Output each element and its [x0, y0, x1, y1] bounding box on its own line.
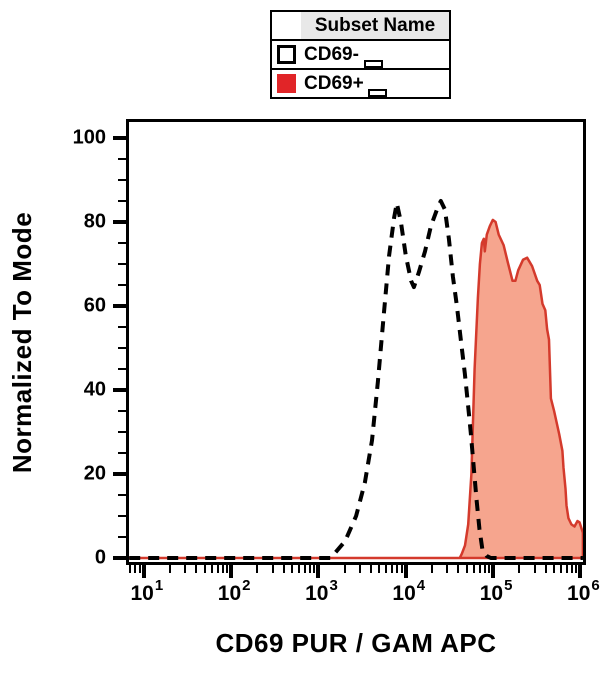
x-minor-tick — [472, 565, 475, 573]
y-minor-tick — [118, 179, 126, 181]
x-minor-tick — [385, 565, 388, 573]
x-tick-label: 105 — [479, 577, 513, 605]
cd69-neg-swatch-icon — [277, 45, 296, 64]
y-minor-tick — [118, 347, 126, 349]
x-minor-tick — [396, 565, 399, 573]
x-major-tick — [403, 565, 408, 578]
legend-row-cd69-pos: CD69+ — [272, 68, 449, 97]
y-minor-tick — [118, 515, 126, 517]
x-minor-tick — [169, 565, 172, 573]
x-minor-tick — [303, 565, 306, 573]
legend: Subset Name CD69- CD69+ — [270, 10, 451, 99]
y-major-tick — [113, 556, 126, 560]
x-minor-tick — [298, 565, 301, 573]
x-minor-tick — [129, 565, 132, 573]
cd69-pos-swatch-icon — [277, 74, 296, 93]
legend-header: Subset Name — [272, 12, 449, 39]
x-tick-label: 102 — [217, 577, 251, 605]
x-minor-tick — [370, 565, 373, 573]
y-minor-tick — [118, 494, 126, 496]
x-tick-label: 104 — [392, 577, 426, 605]
legend-header-cell: Subset Name — [301, 12, 449, 39]
legend-label-cd69-neg: CD69- — [304, 43, 359, 65]
x-minor-tick — [226, 565, 229, 573]
x-tick-label: 103 — [305, 577, 338, 605]
y-minor-tick — [118, 536, 126, 538]
x-minor-tick — [465, 565, 468, 573]
x-minor-tick — [313, 565, 316, 573]
y-major-tick — [113, 304, 126, 308]
y-major-tick — [113, 136, 126, 140]
x-minor-tick — [544, 565, 547, 573]
x-minor-tick — [518, 565, 521, 573]
x-minor-tick — [221, 565, 224, 573]
x-major-tick — [229, 565, 234, 578]
x-minor-tick — [483, 565, 486, 573]
x-major-tick — [578, 565, 583, 578]
x-minor-tick — [560, 565, 562, 573]
x-minor-tick — [565, 565, 568, 573]
x-minor-tick — [533, 565, 536, 573]
x-minor-tick — [195, 565, 198, 573]
legend-divider-handle-icon — [368, 89, 387, 97]
y-major-tick — [113, 472, 126, 476]
y-minor-tick — [118, 284, 126, 286]
legend-swatch-column-header — [272, 12, 301, 39]
x-minor-tick — [488, 565, 491, 573]
x-minor-tick — [553, 565, 556, 573]
y-minor-tick — [118, 368, 126, 370]
x-major-tick — [141, 565, 146, 578]
plot-frame — [126, 119, 586, 565]
y-major-tick — [113, 220, 126, 224]
y-minor-tick — [118, 158, 126, 160]
x-major-tick — [316, 565, 321, 578]
x-minor-tick — [570, 565, 573, 573]
x-minor-tick — [184, 565, 187, 573]
legend-divider-handle-icon — [364, 60, 383, 68]
x-minor-tick — [478, 565, 481, 573]
x-minor-tick — [210, 565, 213, 573]
y-minor-tick — [118, 326, 126, 328]
legend-label-cd69-pos: CD69+ — [304, 72, 364, 94]
x-minor-tick — [359, 565, 362, 573]
legend-row-cd69-neg: CD69- — [272, 39, 449, 68]
y-major-tick — [113, 388, 126, 392]
x-minor-tick — [256, 565, 259, 573]
x-minor-tick — [138, 565, 141, 573]
x-tick-label: 101 — [130, 577, 164, 605]
cd69-pos-filled-curve — [129, 218, 583, 560]
y-axis-title: Normalized To Mode — [7, 211, 38, 473]
x-tick-label: 106 — [567, 577, 600, 605]
x-minor-tick — [575, 565, 578, 573]
x-minor-tick — [343, 565, 346, 573]
x-major-tick — [491, 565, 496, 578]
x-minor-tick — [291, 565, 294, 573]
x-minor-tick — [391, 565, 394, 573]
y-minor-tick — [118, 431, 126, 433]
x-minor-tick — [431, 565, 434, 573]
x-minor-tick — [216, 565, 219, 573]
legend-header-label: Subset Name — [314, 14, 436, 36]
x-minor-tick — [378, 565, 381, 573]
x-minor-tick — [134, 565, 137, 573]
y-minor-tick — [118, 263, 126, 265]
x-minor-tick — [400, 565, 403, 573]
x-minor-tick — [203, 565, 206, 573]
x-minor-tick — [446, 565, 449, 573]
histogram-canvas — [129, 199, 583, 560]
y-axis-title-column: Normalized To Mode — [0, 119, 46, 565]
x-axis-title: CD69 PUR / GAM APC — [215, 628, 497, 658]
y-minor-tick — [118, 242, 126, 244]
y-minor-tick — [118, 200, 126, 202]
cd69-neg-dashed-curve — [129, 199, 583, 560]
x-minor-tick — [457, 565, 460, 573]
y-minor-tick — [118, 410, 126, 412]
y-minor-tick — [118, 452, 126, 454]
x-minor-tick — [282, 565, 285, 573]
x-minor-tick — [308, 565, 311, 573]
x-minor-tick — [271, 565, 274, 573]
